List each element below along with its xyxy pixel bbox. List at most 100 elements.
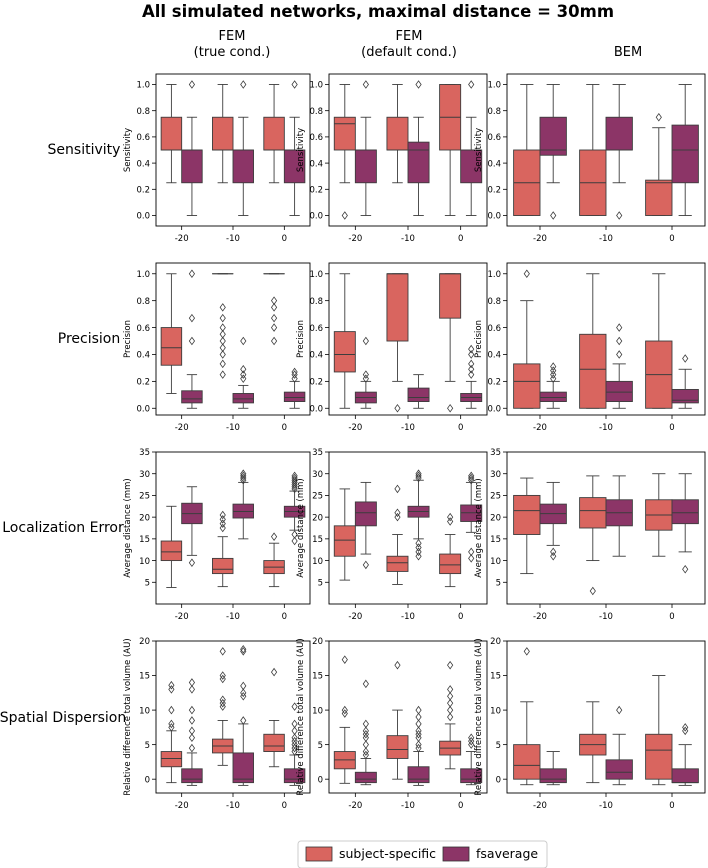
y-axis-label: Precision [123,320,133,358]
outlier-subject-specific [219,647,226,656]
box-fsaverage [605,116,633,151]
panel-c1-r2: 0.0 0.2 0.4 0.6 0.8 1.0 Precision -20 -10 0 [123,262,311,433]
outlier-fsaverage [188,685,196,694]
outlier-subject-specific [168,723,175,732]
axes-frame [328,262,488,416]
outlier-fsaverage [415,740,422,749]
x-tick-label: -20 [533,801,547,811]
box-fsaverage [181,768,203,784]
y-tick-label: 15 [312,672,323,682]
x-tick-label: -20 [175,612,189,622]
outlier-fsaverage [240,688,247,698]
outlier-fsaverage [362,733,369,743]
outlier-fsaverage [240,469,247,478]
outlier-fsaverage [362,370,369,379]
outlier-subject-specific [219,674,226,684]
axes-frame [155,451,311,605]
outlier-fsaverage [616,211,623,220]
outlier-subject-specific [270,323,278,332]
outlier-subject-specific [219,523,226,533]
outlier-fsaverage [616,350,623,359]
panel-c2-r4: 0 5 10 15 20 Relative difference total volume… [296,637,488,811]
box-fsaverage [232,149,254,184]
outlier-fsaverage [616,705,623,715]
y-tick-label: 0 [318,775,323,785]
outlier-fsaverage [616,323,623,332]
y-tick-label: 0.2 [309,186,323,196]
outlier-subject-specific [168,680,175,690]
y-tick-label: 5 [145,578,150,588]
y-tick-label: 0.8 [487,297,501,307]
legend-label-fsaverage: fsaverage [476,846,538,861]
outlier-subject-specific [270,532,278,541]
panel-c3-r1: 0.0 0.2 0.4 0.6 0.8 1.0 Sensitivity -20 -10 0 [474,73,706,244]
outlier-fsaverage [240,473,247,483]
outlier-fsaverage [415,719,422,729]
outlier-fsaverage [291,374,298,383]
row-title-localization-error: Localization Error [2,520,124,536]
axes-frame [155,73,311,227]
x-tick-label: -20 [348,423,362,433]
column-title-2-line2: (default cond.) [361,45,457,60]
outlier-fsaverage [550,374,557,383]
outlier-fsaverage [468,370,475,379]
box-subject-specific [513,744,541,780]
y-tick-label: 10 [139,557,150,567]
outlier-subject-specific [168,685,175,694]
box-subject-specific [160,116,183,151]
outlier-fsaverage [362,560,369,570]
y-tick-label: 0.2 [487,378,501,388]
y-tick-label: 10 [139,706,150,716]
box-fsaverage [539,116,567,156]
outlier-fsaverage [415,80,422,89]
y-tick-label: 0.0 [309,404,323,414]
outlier-fsaverage [240,471,247,481]
outlier-subject-specific [219,336,226,346]
y-tick-label: 0.8 [136,297,150,307]
box-subject-specific [579,497,607,529]
outlier-subject-specific [394,508,401,518]
outlier-fsaverage [682,723,689,732]
outlier-fsaverage [468,554,475,563]
outlier-subject-specific [447,517,454,526]
y-tick-label: 0.2 [309,378,323,388]
legend-swatch-subject-specific [305,846,333,862]
y-axis-label: Relative difference total volume (AU) [474,638,484,795]
panel-c2-r3: 5 10 15 20 25 30 35 Average distance (mm) -20 -10… [296,448,488,622]
outlier-fsaverage [550,370,557,379]
outlier-fsaverage [291,733,298,743]
y-axis-label: Sensitivity [123,128,133,172]
x-tick-label: 0 [669,801,674,811]
column-title-3-line1: BEM [614,45,642,60]
outlier-fsaverage [362,679,369,689]
y-tick-label: 1.0 [487,81,501,91]
y-tick-label: 0.8 [309,107,323,117]
y-tick-label: 0.0 [136,404,150,414]
box-subject-specific [513,494,541,535]
outlier-fsaverage [291,726,298,736]
y-tick-label: 10 [312,557,323,567]
axes-frame [506,640,706,794]
box-fsaverage [539,768,567,784]
row-title-precision: Precision [58,331,120,347]
outlier-fsaverage [415,538,422,548]
axes-frame [328,73,488,227]
box-fsaverage [354,501,377,527]
y-tick-label: 0.4 [487,159,501,169]
outlier-subject-specific [523,269,530,279]
y-tick-label: 35 [312,448,323,458]
outlier-subject-specific [219,313,226,323]
y-tick-label: 0.6 [487,133,501,143]
outlier-subject-specific [219,510,226,520]
y-tick-label: 20 [139,637,150,647]
box-fsaverage [354,771,377,784]
row-title-spatial-dispersion: Spatial Dispersion [0,710,126,726]
axes-frame [506,73,706,227]
outlier-fsaverage [240,370,247,379]
box-subject-specific [333,525,356,557]
row-titles: Sensitivity Precision Localization Error… [0,142,126,726]
box-fsaverage [671,768,699,784]
outlier-fsaverage [291,80,298,89]
y-axis-label: Precision [474,320,484,358]
outlier-fsaverage [468,364,475,374]
